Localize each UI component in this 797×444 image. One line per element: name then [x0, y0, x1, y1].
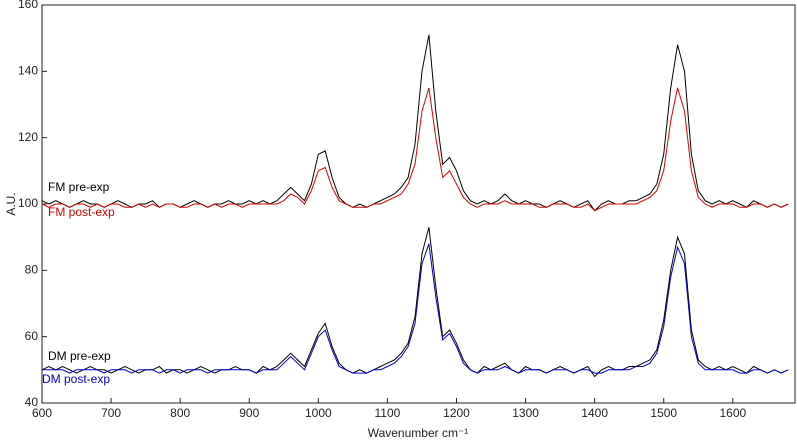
x-tick-label: 600 [32, 406, 52, 420]
x-tick-label: 700 [101, 406, 121, 420]
y-axis-label: A.U. [4, 192, 18, 215]
x-tick-label: 900 [239, 406, 259, 420]
x-tick-label: 1100 [375, 406, 401, 420]
x-tick-label: 1400 [581, 406, 608, 420]
spectrum-line [41, 87, 789, 212]
series-label: FM pre-exp [48, 180, 110, 194]
x-tick-label: 1600 [719, 406, 746, 420]
y-tick-label: 40 [25, 395, 39, 409]
x-tick-label: 1500 [650, 406, 677, 420]
spectrum-line [41, 34, 789, 212]
x-tick-label: 1300 [512, 406, 539, 420]
x-tick-label: 1200 [443, 406, 470, 420]
series-label: DM pre-exp [48, 349, 111, 363]
spectrum-line [42, 243, 789, 374]
series-label: DM post-exp [42, 372, 110, 386]
plot-frame [41, 4, 796, 404]
y-tick-label: 140 [18, 64, 38, 78]
x-tick-label: 1000 [305, 406, 332, 420]
series-label: FM post-exp [48, 205, 115, 219]
spectrum-line [41, 227, 789, 378]
y-tick-label: 160 [18, 0, 38, 11]
x-axis-label: Wavenumber cm⁻¹ [368, 426, 469, 440]
y-tick-label: 120 [18, 130, 38, 144]
y-tick-label: 60 [25, 329, 39, 343]
x-tick-label: 800 [170, 406, 190, 420]
y-tick-label: 80 [25, 263, 39, 277]
y-tick-label: 100 [18, 196, 38, 210]
